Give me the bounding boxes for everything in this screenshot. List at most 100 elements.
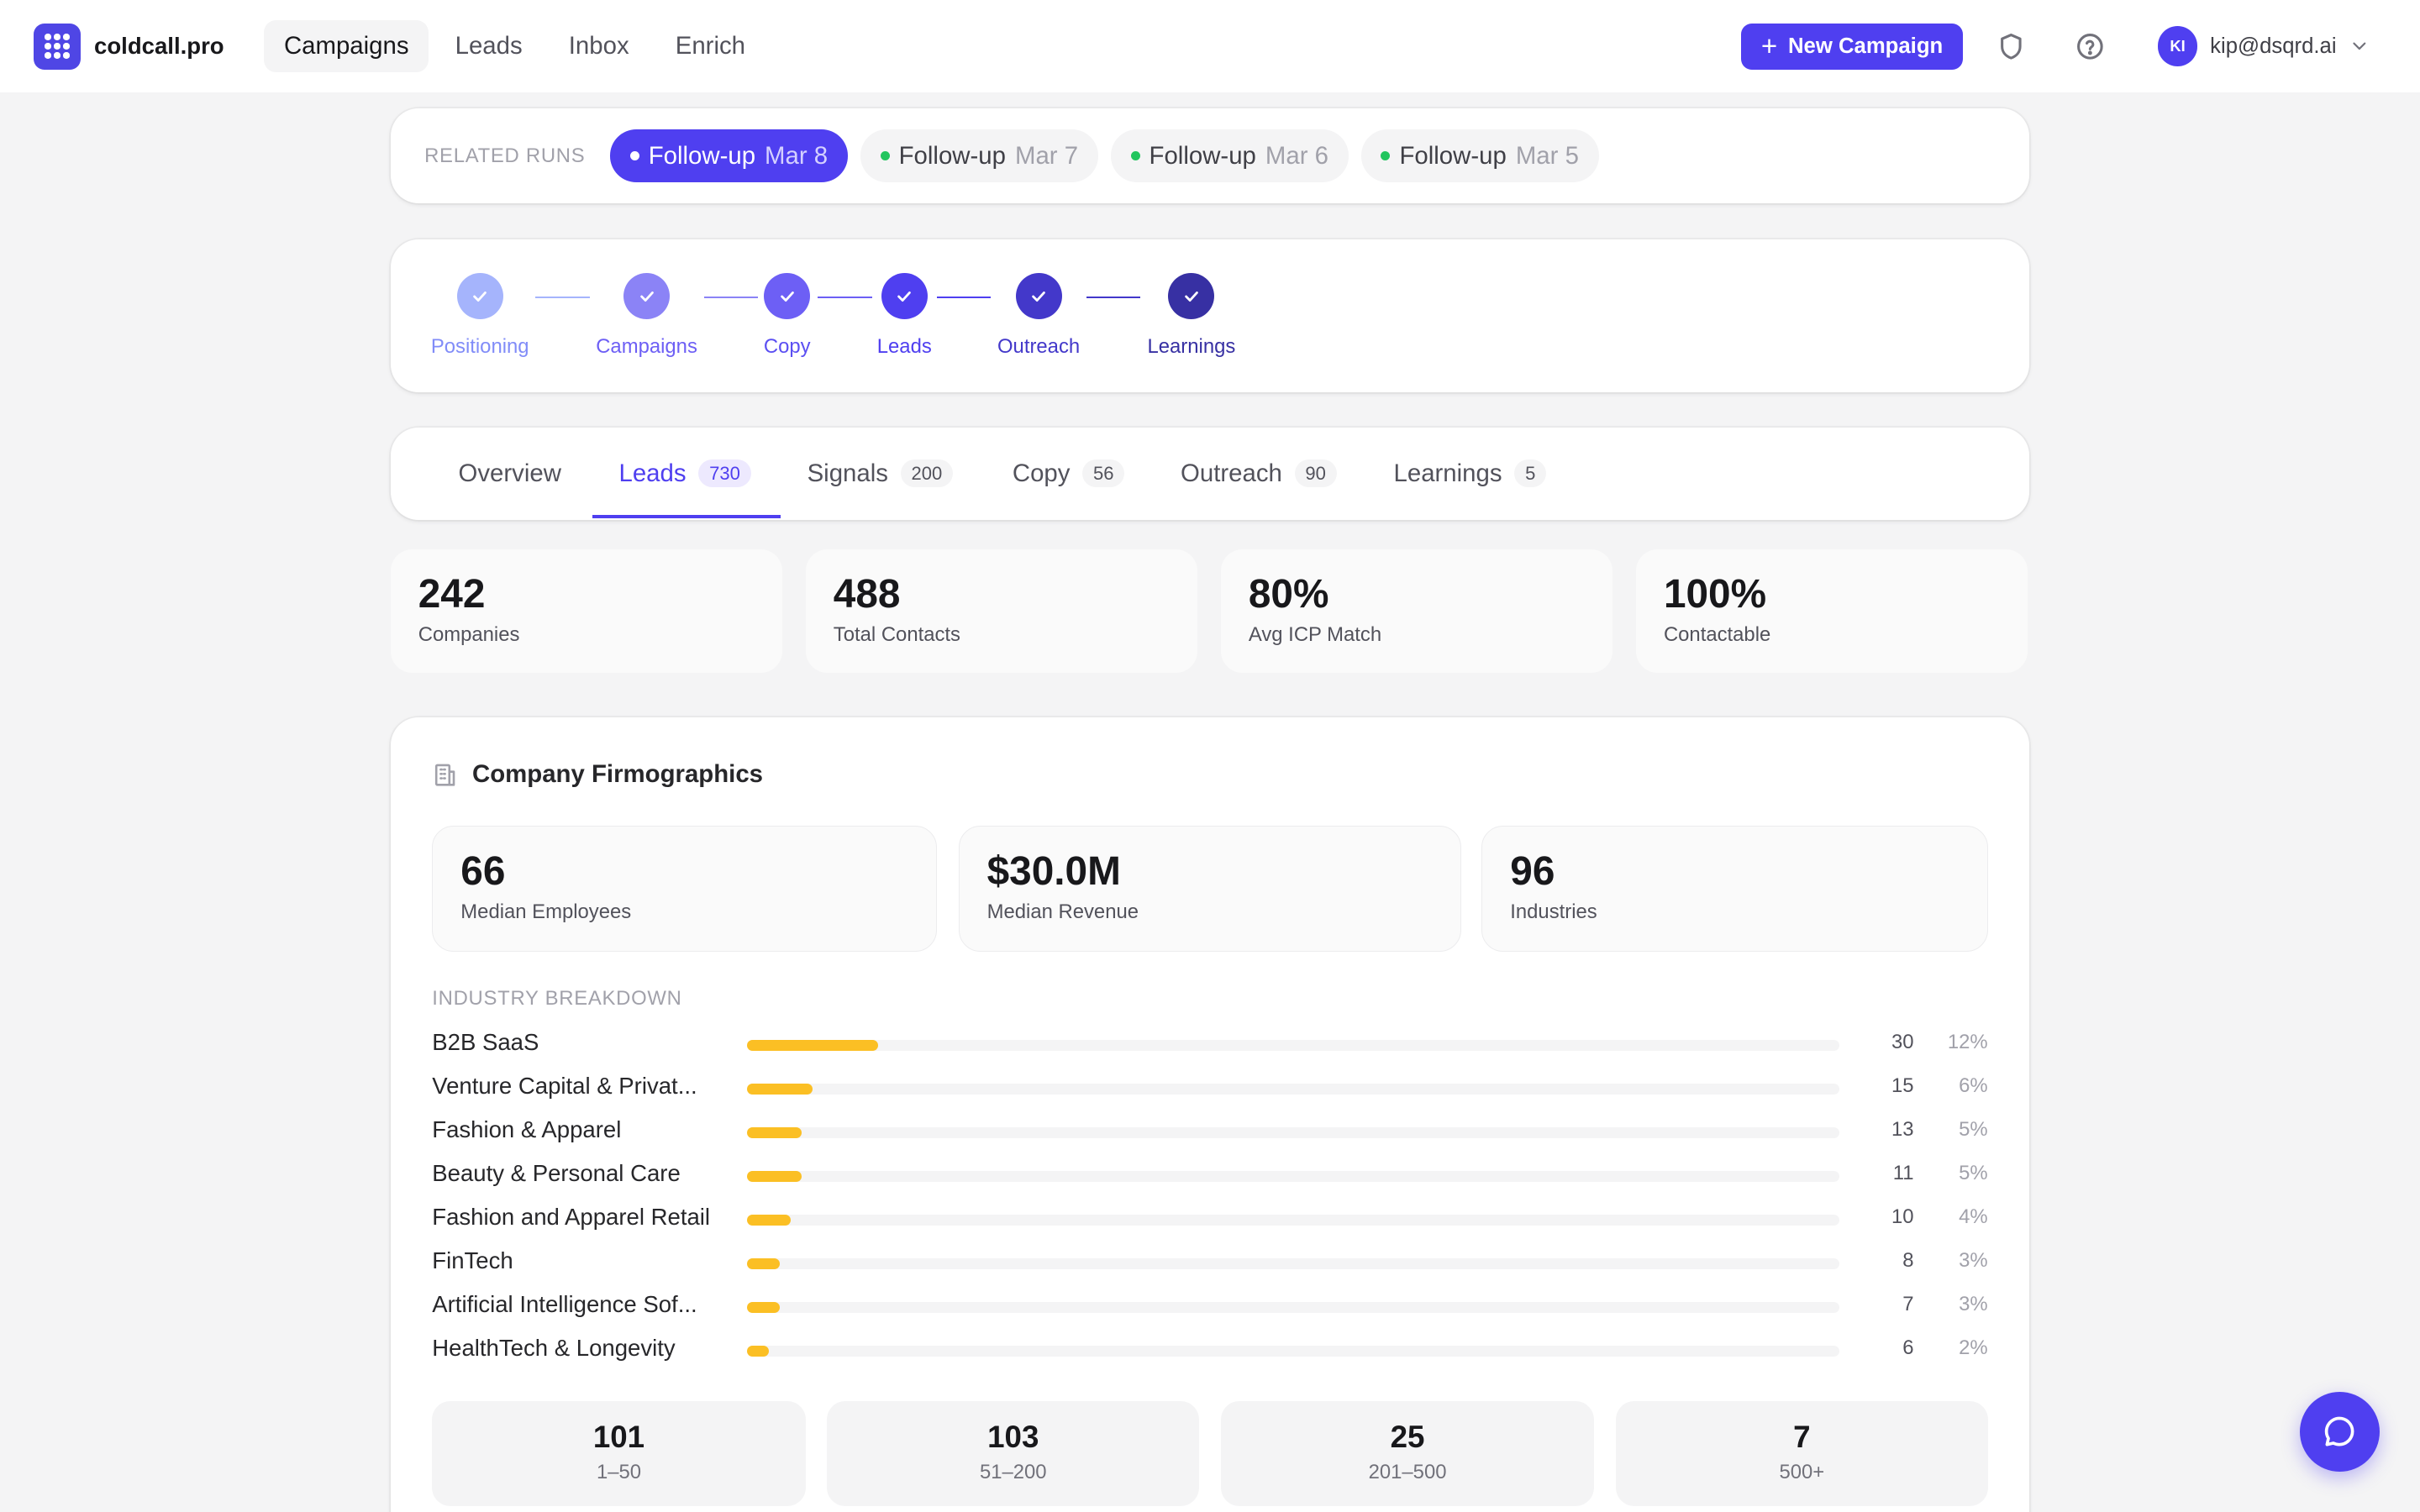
- industry-bar-track: [746, 1301, 1840, 1313]
- help-circle-icon[interactable]: [2075, 31, 2106, 62]
- nav-campaigns[interactable]: Campaigns: [264, 19, 429, 73]
- shield-icon[interactable]: [1996, 31, 2027, 62]
- nav-enrich[interactable]: Enrich: [675, 32, 745, 60]
- tab-bar: Overview Leads 730 Signals 200 Copy 56 O…: [390, 427, 2030, 520]
- active-tab-indicator: [592, 515, 781, 519]
- industry-name: Artificial Intelligence Sof...: [432, 1290, 697, 1317]
- run-name: Follow-up: [648, 141, 756, 170]
- chat-button[interactable]: [2299, 1391, 2381, 1473]
- step-label: Outreach: [997, 334, 1081, 358]
- avatar: KI: [2157, 26, 2198, 66]
- metric-median-employees: 66 Median Employees: [432, 825, 937, 953]
- tab-copy[interactable]: Copy 56: [1013, 428, 1125, 520]
- step-campaigns[interactable]: Campaigns: [596, 273, 697, 358]
- nav-leads[interactable]: Leads: [455, 32, 523, 60]
- check-icon: [1168, 273, 1215, 320]
- size-bucket: 103 51–200: [827, 1400, 1200, 1506]
- step-connector: [818, 296, 872, 299]
- tab-learnings[interactable]: Learnings 5: [1394, 428, 1547, 520]
- stat-value: 100%: [1663, 571, 1767, 617]
- industry-bar: [746, 1214, 791, 1226]
- industry-bar: [746, 1083, 813, 1095]
- industry-count: 11: [1892, 1161, 1914, 1184]
- industry-bar-track: [746, 1083, 1840, 1095]
- new-campaign-button[interactable]: + New Campaign: [1740, 23, 1964, 70]
- check-icon: [456, 273, 503, 320]
- check-icon: [881, 273, 928, 320]
- building-icon: [435, 764, 455, 786]
- top-bar: coldcall.pro Campaigns Leads Inbox Enric…: [0, 0, 2420, 93]
- industry-name: B2B SaaS: [432, 1029, 539, 1056]
- tab-signals[interactable]: Signals 200: [808, 428, 954, 520]
- industry-bar: [746, 1126, 802, 1138]
- user-email: kip@dsqrd.ai: [2210, 34, 2337, 58]
- metric-industries: 96 Industries: [1481, 825, 1988, 953]
- step-label: Positioning: [430, 334, 529, 358]
- industry-name: Beauty & Personal Care: [432, 1160, 681, 1186]
- industry-bar-track: [746, 1257, 1840, 1269]
- industry-count: 13: [1891, 1117, 1914, 1141]
- industry-bar-track: [746, 1214, 1840, 1226]
- size-bucket: 25 201–500: [1220, 1400, 1595, 1506]
- nav-inbox[interactable]: Inbox: [568, 32, 629, 60]
- user-menu[interactable]: KI kip@dsqrd.ai: [2157, 26, 2370, 66]
- brand-name[interactable]: coldcall.pro: [94, 32, 224, 59]
- check-icon: [1015, 273, 1062, 320]
- tab-count: 90: [1294, 459, 1337, 488]
- industry-row: Fashion and Apparel Retail 10 4%: [432, 1204, 1987, 1235]
- step-positioning[interactable]: Positioning: [430, 273, 529, 358]
- industry-bar-track: [746, 1126, 1840, 1138]
- industry-percent: 6%: [1959, 1074, 1988, 1097]
- step-copy[interactable]: Copy: [756, 273, 818, 358]
- bucket-label: 51–200: [979, 1461, 1047, 1484]
- run-pill[interactable]: Follow-up Mar 8: [609, 129, 849, 182]
- related-runs-card: RELATED RUNS Follow-up Mar 8 Follow-up M…: [390, 108, 2030, 204]
- stat-label: Total Contacts: [833, 623, 960, 646]
- tab-outreach[interactable]: Outreach 90: [1181, 428, 1337, 520]
- run-date: Mar 7: [1014, 141, 1079, 170]
- industry-row: Beauty & Personal Care 11 5%: [432, 1160, 1987, 1191]
- tab-label: Leads: [618, 459, 687, 487]
- step-label: Leads: [876, 334, 932, 358]
- industry-count: 7: [1902, 1292, 1914, 1315]
- related-runs-label: RELATED RUNS: [424, 144, 586, 167]
- industry-count: 6: [1902, 1336, 1914, 1359]
- firmographics-title: Company Firmographics: [471, 760, 764, 789]
- tab-leads[interactable]: Leads 730: [619, 428, 751, 520]
- step-outreach[interactable]: Outreach: [994, 273, 1084, 358]
- tab-count: 56: [1082, 459, 1125, 488]
- metric-label: Median Revenue: [986, 900, 1139, 923]
- step-connector: [703, 296, 758, 299]
- run-pill[interactable]: Follow-up Mar 5: [1360, 129, 1599, 182]
- tab-label: Outreach: [1181, 459, 1282, 487]
- step-learnings[interactable]: Learnings: [1144, 273, 1239, 358]
- industry-breakdown-label: INDUSTRY BREAKDOWN: [432, 987, 682, 1011]
- industry-bar-track: [746, 1170, 1840, 1182]
- grid-dots-icon[interactable]: [34, 23, 81, 70]
- run-pill[interactable]: Follow-up Mar 7: [860, 129, 1098, 182]
- run-name: Follow-up: [1149, 141, 1256, 170]
- industry-bar: [746, 1301, 780, 1313]
- run-name: Follow-up: [1399, 141, 1507, 170]
- bucket-value: 101: [592, 1419, 645, 1454]
- stat-label: Companies: [418, 623, 520, 646]
- tab-overview[interactable]: Overview: [458, 428, 560, 520]
- check-icon: [764, 273, 811, 320]
- stat-label: Avg ICP Match: [1248, 623, 1382, 646]
- chevron-down-icon: [2353, 42, 2366, 50]
- metric-value: 66: [460, 849, 506, 895]
- stat-value: 80%: [1248, 571, 1329, 617]
- industry-bar-track: [746, 1345, 1840, 1357]
- status-dot: [880, 150, 890, 160]
- industry-percent: 2%: [1959, 1336, 1988, 1359]
- industry-row: Artificial Intelligence Sof... 7 3%: [432, 1291, 1987, 1322]
- step-leads[interactable]: Leads: [874, 273, 935, 358]
- status-dot: [1130, 150, 1140, 160]
- main-nav: Campaigns Leads Inbox Enrich: [264, 19, 765, 73]
- run-pill[interactable]: Follow-up Mar 6: [1110, 129, 1349, 182]
- industry-percent: 3%: [1959, 1248, 1988, 1272]
- plus-icon: +: [1760, 30, 1778, 62]
- step-label: Campaigns: [596, 334, 697, 358]
- industry-count: 8: [1902, 1248, 1914, 1272]
